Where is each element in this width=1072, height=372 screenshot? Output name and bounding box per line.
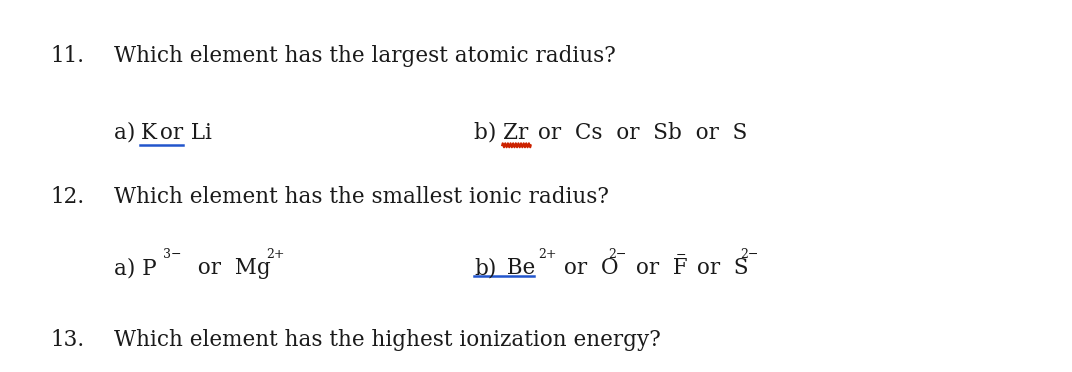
Text: or  S: or S xyxy=(690,257,749,279)
Text: K: K xyxy=(140,122,157,144)
Text: or: or xyxy=(153,122,183,144)
Text: or  Mg: or Mg xyxy=(184,257,271,279)
Text: b): b) xyxy=(474,122,504,144)
Text: Which element has the highest ionization energy?: Which element has the highest ionization… xyxy=(114,329,660,351)
Text: 12.: 12. xyxy=(50,186,85,208)
Text: or  F: or F xyxy=(628,257,687,279)
Text: b): b) xyxy=(474,257,496,279)
Text: 2+: 2+ xyxy=(538,248,556,262)
Text: Which element has the smallest ionic radius?: Which element has the smallest ionic rad… xyxy=(114,186,609,208)
Text: Which element has the largest atomic radius?: Which element has the largest atomic rad… xyxy=(114,45,615,67)
Text: a) P: a) P xyxy=(114,257,157,279)
Text: a): a) xyxy=(114,122,143,144)
Text: Li: Li xyxy=(184,122,212,144)
Text: −: − xyxy=(676,248,686,262)
Text: Be: Be xyxy=(500,257,535,279)
Text: 2−: 2− xyxy=(740,248,758,262)
Text: or  O: or O xyxy=(556,257,619,279)
Text: 11.: 11. xyxy=(50,45,85,67)
Text: 2−: 2− xyxy=(608,248,626,262)
Text: Zr: Zr xyxy=(503,122,528,144)
Text: 2+: 2+ xyxy=(266,248,285,262)
Text: 3−: 3− xyxy=(163,248,182,262)
Text: 13.: 13. xyxy=(50,329,85,351)
Text: or  Cs  or  Sb  or  S: or Cs or Sb or S xyxy=(531,122,747,144)
